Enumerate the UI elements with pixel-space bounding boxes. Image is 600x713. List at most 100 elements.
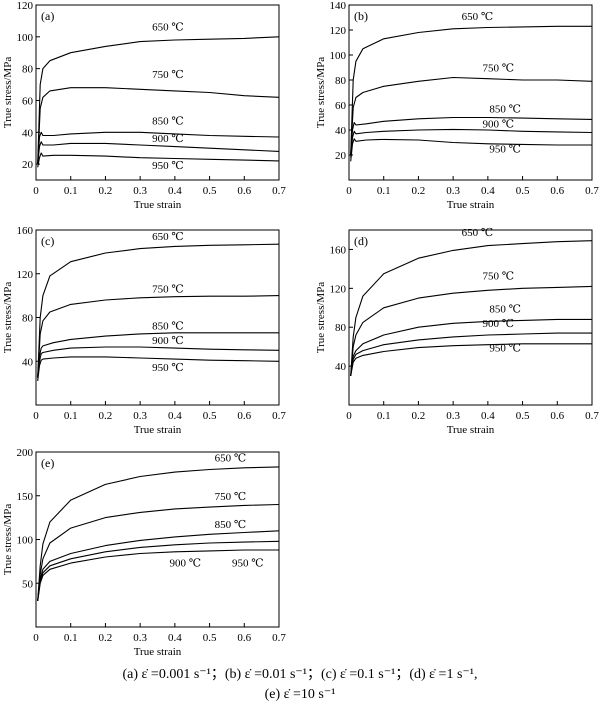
panel-label: (e): [41, 456, 54, 470]
series-label: 850 ℃: [152, 115, 184, 127]
x-tick-label: 0.7: [272, 185, 286, 197]
y-axis-title: True stress/MPa: [2, 57, 14, 129]
series-label: 950 ℃: [152, 362, 184, 374]
y-tick-label: 20: [335, 150, 347, 162]
x-tick-label: 0.7: [272, 632, 286, 644]
series-label: 650 ℃: [152, 231, 184, 243]
x-tick-label: 0.1: [64, 632, 78, 644]
y-tick-label: 80: [22, 64, 34, 76]
x-tick-label: 0.3: [446, 410, 460, 422]
y-tick-label: 120: [17, 269, 34, 281]
x-tick-label: 0: [346, 410, 352, 422]
x-tick-label: 0.2: [99, 185, 113, 197]
x-tick-label: 0.1: [377, 185, 391, 197]
series-line: [37, 152, 280, 168]
panel-a: (a) 0 0.1 0.2 0.3 0.4 0.5 0.6 0.7 20 40 60 80 100 120 T…: [2, 0, 286, 211]
series-label: 850 ℃: [489, 104, 521, 116]
series-label: 750 ℃: [152, 283, 184, 295]
series-line: [37, 549, 279, 601]
x-tick-label: 0.4: [168, 410, 182, 422]
y-tick-label: 140: [330, 0, 347, 12]
series-line: [350, 128, 593, 158]
series-label: 650 ℃: [215, 453, 247, 465]
y-tick-label: 120: [17, 0, 34, 12]
y-tick-label: 40: [22, 356, 34, 368]
series-label: 750 ℃: [482, 271, 514, 283]
y-tick-label: 40: [22, 127, 34, 139]
series-line: [350, 76, 593, 156]
panel-c: (c) 0 0.1 0.2 0.3 0.4 0.5 0.6 0.7 40 80 120 160 True …: [2, 225, 286, 436]
y-axis-title: True stress/MPa: [315, 282, 327, 354]
series-line: [37, 141, 280, 165]
x-tick-label: 0.2: [99, 632, 113, 644]
series-label: 750 ℃: [152, 69, 184, 81]
x-tick-label: 0: [346, 185, 352, 197]
series-line: [37, 87, 280, 165]
y-tick-label: 120: [330, 25, 347, 37]
series-label: 950 ℃: [152, 160, 184, 172]
series-label: 900 ℃: [152, 133, 184, 145]
x-tick-label: 0: [33, 632, 39, 644]
x-tick-label: 0.5: [203, 632, 217, 644]
series-line: [350, 332, 592, 376]
y-tick-label: 120: [330, 283, 347, 295]
x-tick-label: 0.5: [516, 185, 530, 197]
x-tick-label: 0.2: [412, 185, 426, 197]
x-tick-label: 0.6: [550, 185, 564, 197]
plot-frame: [348, 4, 593, 181]
y-axis-title: True stress/MPa: [2, 504, 14, 576]
series-line: [37, 346, 280, 378]
plot-frame: [35, 451, 280, 628]
series-label: 950 ℃: [232, 558, 264, 570]
y-tick-label: 100: [17, 535, 34, 547]
y-tick-label: 100: [330, 50, 347, 62]
y-tick-label: 40: [335, 361, 347, 373]
series-line: [37, 540, 280, 601]
y-tick-label: 100: [17, 32, 34, 44]
x-tick-label: 0.5: [203, 410, 217, 422]
series-label: 750 ℃: [215, 491, 247, 503]
series-line: [37, 530, 280, 601]
series-line: [37, 131, 280, 165]
x-tick-label: 0.1: [64, 410, 78, 422]
x-tick-label: 0.6: [237, 185, 251, 197]
x-tick-label: 0.4: [481, 410, 495, 422]
series-label: 950 ℃: [489, 144, 521, 156]
x-tick-label: 0.3: [133, 410, 147, 422]
series-line: [37, 356, 280, 381]
y-tick-label: 40: [335, 125, 347, 137]
x-tick-label: 0.1: [64, 185, 78, 197]
series-label: 900 ℃: [152, 335, 184, 347]
series-line: [350, 25, 592, 156]
x-tick-label: 0.7: [585, 185, 599, 197]
y-axis-title: True stress/MPa: [315, 57, 327, 129]
panel-label: (d): [354, 234, 368, 248]
series-line: [37, 295, 280, 378]
y-tick-label: 80: [22, 313, 34, 325]
y-tick-label: 60: [22, 95, 34, 107]
series-label: 900 ℃: [482, 119, 514, 131]
x-tick-label: 0.1: [377, 410, 391, 422]
series-label: 900 ℃: [169, 558, 201, 570]
y-tick-label: 200: [17, 447, 34, 459]
x-axis-title: True strain: [134, 199, 182, 211]
x-tick-label: 0.4: [481, 185, 495, 197]
x-axis-title: True strain: [134, 646, 182, 658]
series-label: 750 ℃: [482, 62, 514, 74]
series-line: [350, 318, 592, 376]
series-line: [350, 343, 592, 376]
x-tick-label: 0.4: [168, 185, 182, 197]
x-tick-label: 0.4: [168, 632, 182, 644]
x-axis-title: True strain: [447, 199, 495, 211]
x-tick-label: 0.3: [446, 185, 460, 197]
y-tick-label: 160: [330, 244, 347, 256]
panel-label: (b): [354, 9, 368, 23]
x-tick-label: 0.7: [585, 410, 599, 422]
panel-b: (b) 0 0.1 0.2 0.3 0.4 0.5 0.6 0.7 20 40 60 80 100 120 1…: [315, 0, 599, 211]
series-label: 850 ℃: [152, 321, 184, 333]
panel-d: (d) 0 0.1 0.2 0.3 0.4 0.5 0.6 0.7 40 80 120 160 True …: [315, 227, 599, 436]
x-tick-label: 0.5: [516, 410, 530, 422]
x-tick-label: 0.3: [133, 632, 147, 644]
series-label: 850 ℃: [489, 304, 521, 316]
x-tick-label: 0.6: [550, 410, 564, 422]
